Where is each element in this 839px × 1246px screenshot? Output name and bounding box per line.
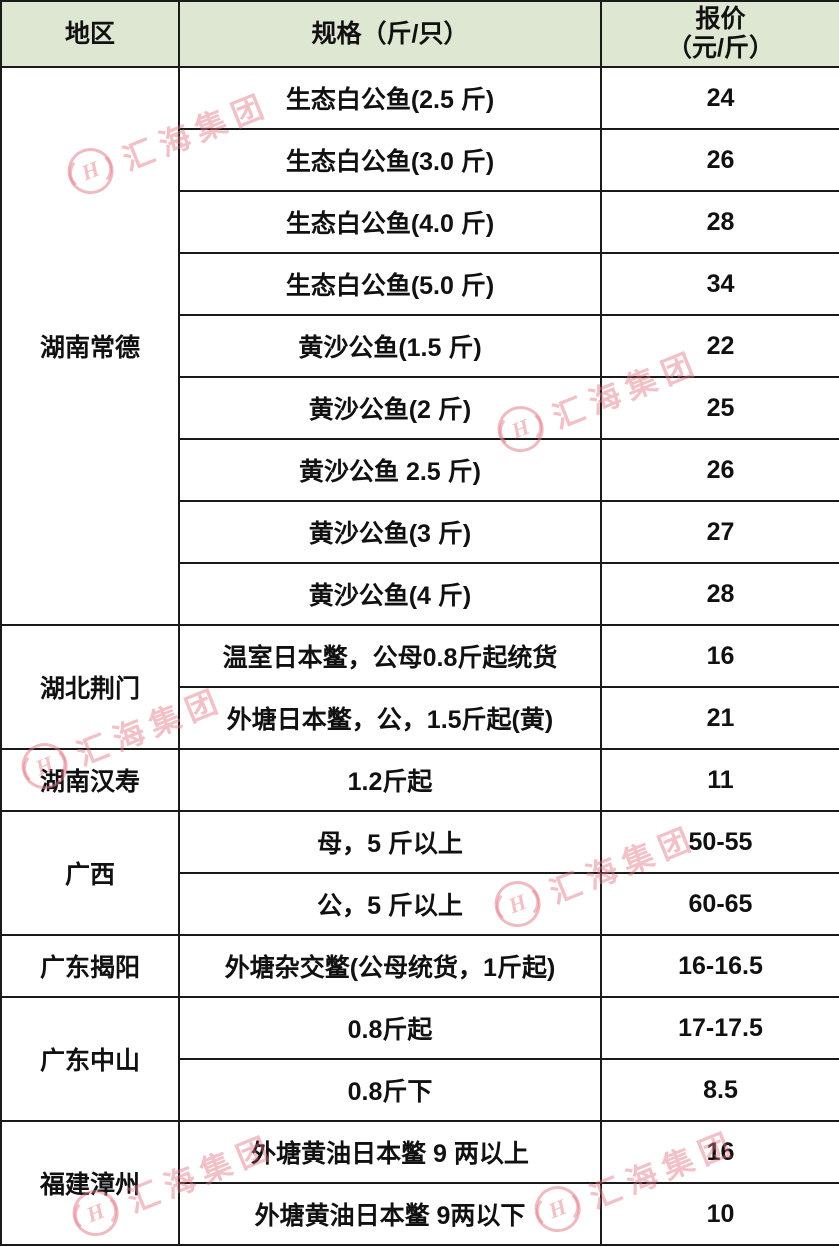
- spec-cell: 生态白公鱼(3.0 斤): [178, 128, 602, 192]
- price-cell: 10: [600, 1182, 839, 1246]
- header-price: 报价 （元/斤）: [600, 0, 839, 68]
- price-cell: 34: [600, 252, 839, 316]
- header-spec: 规格（斤/只）: [178, 0, 602, 68]
- table-row: 外塘黄油日本鳖 9两以下 10: [1, 1182, 839, 1246]
- table-row: 黄沙公鱼 2.5 斤) 26: [1, 438, 839, 502]
- region-cell-fujian-zhangzhou: 福建漳州: [0, 1120, 180, 1246]
- region-cell-hunan-hanshou: 湖南汉寿: [0, 748, 180, 812]
- price-cell: 24: [600, 66, 839, 130]
- table-row: 湖南常德 生态白公鱼(2.5 斤) 24: [0, 66, 839, 626]
- price-cell: 22: [600, 314, 839, 378]
- price-cell: 8.5: [600, 1058, 839, 1122]
- table-row: 福建漳州 外塘黄油日本鳖 9 两以上 16: [0, 1120, 839, 1246]
- price-cell: 26: [600, 438, 839, 502]
- spec-cell: 生态白公鱼(4.0 斤): [178, 190, 602, 254]
- table-row: 黄沙公鱼(4 斤) 28: [1, 562, 839, 626]
- region-cell-guangdong-zhongshan: 广东中山: [0, 996, 180, 1122]
- table-row: 黄沙公鱼(2 斤) 25: [1, 376, 839, 440]
- region-cell-hunan-changde: 湖南常德: [0, 66, 180, 626]
- table-row: 生态白公鱼(3.0 斤) 26: [1, 128, 839, 192]
- table-header-row: 地区 规格（斤/只） 报价 （元/斤）: [0, 0, 839, 68]
- table-row: 生态白公鱼(5.0 斤) 34: [1, 252, 839, 316]
- price-cell: 25: [600, 376, 839, 440]
- region-cell-guangxi: 广西: [0, 810, 180, 936]
- price-cell: 28: [600, 190, 839, 254]
- price-cell: 21: [600, 686, 839, 750]
- price-cell: 50-55: [600, 810, 839, 874]
- spec-cell: 公，5 斤以上: [178, 872, 602, 936]
- spec-cell: 黄沙公鱼(4 斤): [178, 562, 602, 626]
- spec-cell: 0.8斤起: [178, 996, 602, 1060]
- table-row: 公，5 斤以上 60-65: [1, 872, 839, 936]
- header-price-line1: 报价: [695, 5, 746, 34]
- price-cell: 11: [600, 748, 839, 812]
- price-cell: 27: [600, 500, 839, 564]
- price-cell: 16-16.5: [600, 934, 839, 998]
- spec-cell: 外塘日本鳖，公，1.5斤起(黄): [178, 686, 602, 750]
- price-cell: 16: [600, 624, 839, 688]
- price-cell: 17-17.5: [600, 996, 839, 1060]
- table-row: 广西 母，5 斤以上 50-55: [0, 810, 839, 936]
- table-row: 湖北荆门 温室日本鳖，公母0.8斤起统货 16: [0, 624, 839, 750]
- table-row: 广东揭阳 外塘杂交鳖(公母统货，1斤起) 16-16.5: [0, 934, 839, 998]
- table-row: 外塘日本鳖，公，1.5斤起(黄) 21: [1, 686, 839, 750]
- table-row: 湖南汉寿 1.2斤起 11: [0, 748, 839, 812]
- spec-cell: 黄沙公鱼(3 斤): [178, 500, 602, 564]
- spec-cell: 1.2斤起: [178, 748, 602, 812]
- spec-cell: 黄沙公鱼(1.5 斤): [178, 314, 602, 378]
- spec-cell: 外塘黄油日本鳖 9两以下: [178, 1182, 602, 1246]
- spec-cell: 0.8斤下: [178, 1058, 602, 1122]
- header-region: 地区: [0, 0, 180, 68]
- spec-cell: 生态白公鱼(2.5 斤): [178, 66, 602, 130]
- price-cell: 28: [600, 562, 839, 626]
- price-cell: 60-65: [600, 872, 839, 936]
- spec-cell: 温室日本鳖，公母0.8斤起统货: [178, 624, 602, 688]
- region-cell-guangdong-jieyang: 广东揭阳: [0, 934, 180, 998]
- table-row: 生态白公鱼(4.0 斤) 28: [1, 190, 839, 254]
- region-cell-hubei-jingmen: 湖北荆门: [0, 624, 180, 750]
- spec-cell: 生态白公鱼(5.0 斤): [178, 252, 602, 316]
- header-price-line2: （元/斤）: [667, 34, 774, 62]
- price-cell: 26: [600, 128, 839, 192]
- table-row: 黄沙公鱼(1.5 斤) 22: [1, 314, 839, 378]
- spec-cell: 黄沙公鱼(2 斤): [178, 376, 602, 440]
- table-row: 广东中山 0.8斤起 17-17.5: [0, 996, 839, 1122]
- spec-cell: 外塘黄油日本鳖 9 两以上: [178, 1120, 602, 1184]
- spec-cell: 母，5 斤以上: [178, 810, 602, 874]
- spec-cell: 外塘杂交鳖(公母统货，1斤起): [178, 934, 602, 998]
- spec-cell: 黄沙公鱼 2.5 斤): [178, 438, 602, 502]
- price-cell: 16: [600, 1120, 839, 1184]
